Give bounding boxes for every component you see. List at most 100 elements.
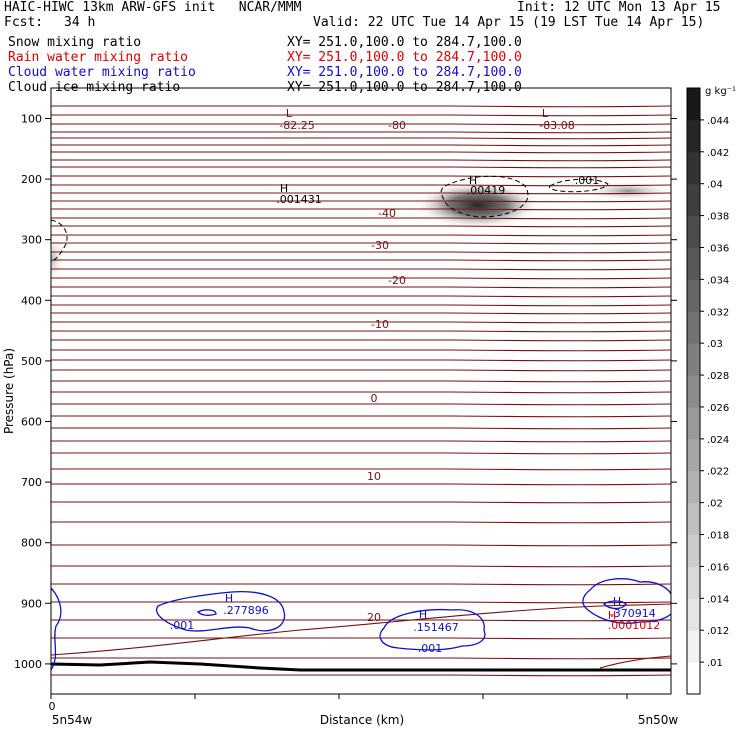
- isotherm-7: [51, 159, 671, 162]
- colorbar-tick-label-16: .042: [707, 148, 729, 159]
- colorbar-band-3: [687, 566, 700, 599]
- snow-contour-left-edge: [51, 219, 68, 263]
- isotherm-28: [51, 339, 671, 342]
- isotherm-18: [51, 251, 671, 254]
- colorbar-band-13: [687, 247, 700, 280]
- cloud-water-high-mark-1: H: [225, 592, 233, 605]
- x-tick-zero-label: 0: [49, 700, 56, 713]
- field-xy-rain: XY= 251.0,100.0 to 284.7,100.0: [287, 50, 522, 65]
- rain-high-value: .0001012: [608, 619, 661, 632]
- temp-label-0: 0: [371, 392, 378, 405]
- colorbar-tick-label-10: .03: [707, 339, 723, 350]
- isotherm-47: [51, 619, 671, 622]
- snow-contour-small: [549, 178, 609, 193]
- isotherm-41: [51, 501, 671, 504]
- colorbar-tick-label-8: .026: [707, 403, 729, 414]
- colorbar-tick-label-14: .038: [707, 212, 729, 223]
- temp-label-10: 10: [367, 470, 381, 483]
- colorbar-tick-label-4: .018: [707, 531, 729, 542]
- colorbar-band-16: [687, 151, 700, 185]
- isotherm-19: [51, 259, 671, 262]
- isotherm-17: [51, 242, 671, 245]
- isotherm-35: [51, 415, 671, 418]
- colorbar-band-11: [687, 311, 700, 344]
- colorbar-tick-label-12: .034: [707, 275, 729, 286]
- cloud-water-contour-right-inner: [602, 600, 627, 610]
- plot-frame: [50, 87, 672, 695]
- isotherm-32: [51, 380, 671, 383]
- isotherm-24: [51, 304, 671, 307]
- temp-label-minus10: -10: [371, 318, 389, 331]
- colorbar: .01 .012 .014 .016 .018 .02 .022 .024 .026 .028 .0…: [686, 87, 729, 695]
- colorbar-band-4: [687, 534, 700, 567]
- isotherm-46: [51, 601, 671, 604]
- y-axis-label: Pressure (hPa): [2, 348, 16, 434]
- colorbar-tick-label-11: .032: [707, 307, 729, 318]
- isotherm-10: [51, 184, 671, 187]
- isotherm-49: [51, 657, 671, 660]
- isotherm-1: [51, 114, 671, 117]
- isotherm-38: [51, 452, 671, 455]
- low-value-left: -82.25: [279, 119, 314, 132]
- isotherm-33: [51, 391, 671, 394]
- valid-time: Valid: 22 UTC Tue 14 Apr 15 (19 LST Tue …: [313, 15, 705, 30]
- colorbar-band-14: [687, 215, 700, 248]
- temp-label-minus30: -30: [371, 239, 389, 252]
- snow-high-mark-left: H: [280, 182, 288, 195]
- colorbar-band-5: [687, 502, 700, 536]
- field-xy-snow: XY= 251.0,100.0 to 284.7,100.0: [287, 35, 522, 50]
- colorbar-tick-label-7: .024: [707, 435, 729, 446]
- colorbar-tick-label-9: .028: [707, 371, 729, 382]
- y-tick-label-100: 100: [21, 113, 42, 126]
- colorbar-unit: g kg⁻¹: [705, 86, 736, 97]
- y-tick-label-900: 900: [21, 597, 42, 610]
- cloud-water-high-value-2: .151467: [413, 621, 459, 634]
- isotherm-48: [51, 637, 671, 640]
- cloud-water-high-value-1: .277896: [223, 604, 269, 617]
- y-tick-label-700: 700: [21, 476, 42, 489]
- terrain-surface-line: [50, 660, 671, 672]
- y-tick-label-500: 500: [21, 355, 42, 368]
- snow-left-edge-shade: [51, 232, 66, 284]
- colorbar-band-7: [687, 438, 700, 472]
- isotherm-3: [51, 131, 671, 134]
- colorbar-band-10: [687, 343, 700, 376]
- cloud-water-contours: [51, 578, 671, 671]
- isotherm-15: [51, 225, 671, 228]
- temp-label-20: 20: [367, 611, 381, 624]
- colorbar-band-6: [687, 470, 700, 504]
- colorbar-tick-label-13: .036: [707, 243, 729, 254]
- colorbar-band-0: [687, 662, 700, 695]
- isotherm-11: [51, 192, 671, 195]
- temp-label-minus40: -40: [378, 207, 396, 220]
- snow-contour-central: [440, 175, 529, 218]
- colorbar-tick-label-5: .02: [707, 499, 723, 510]
- isotherm-44: [51, 565, 671, 568]
- y-tick-label-300: 300: [21, 234, 42, 247]
- isotherm-4: [51, 137, 671, 140]
- isotherm-0: [51, 105, 671, 108]
- isotherm-12: [51, 200, 671, 203]
- isotherm-13: [51, 208, 671, 211]
- isotherm-23: [51, 295, 671, 298]
- cloud-water-contour-label-2: .001: [418, 642, 443, 655]
- colorbar-tick-label-6: .022: [707, 467, 729, 478]
- isotherm-8: [51, 166, 671, 169]
- low-value-right: -83.08: [539, 119, 574, 132]
- cloud-water-contour-mid-left-inner: [196, 609, 217, 616]
- isotherm-42: [51, 521, 671, 524]
- extrema-labels: L -82.25 L -83.08 H .001431 H .00419 .00…: [170, 107, 661, 655]
- temperature-labels: -80 -40 -30 -20 -10 0 10 20: [367, 119, 406, 624]
- colorbar-band-8: [687, 406, 700, 440]
- field-xy-cloud-water: XY= 251.0,100.0 to 284.7,100.0: [287, 65, 522, 80]
- y-tick-label-800: 800: [21, 537, 42, 550]
- isotherm-lower-a: [51, 603, 671, 656]
- isotherm-22: [51, 286, 671, 289]
- forecast-hour-label: Fcst:: [4, 15, 44, 30]
- colorbar-band-17: [687, 119, 700, 153]
- cloud-water-contour-left: [51, 587, 62, 671]
- low-mark-right: L: [542, 107, 549, 120]
- isotherm-26: [51, 321, 671, 324]
